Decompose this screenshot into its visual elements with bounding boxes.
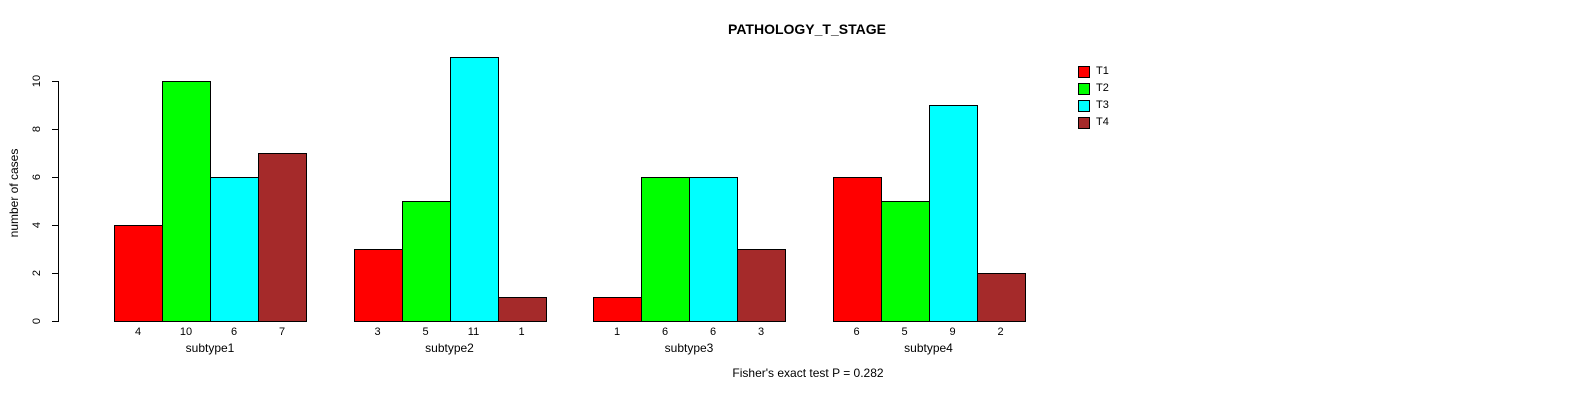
y-tick-label: 4 bbox=[31, 221, 43, 229]
bar-T1-subtype4 bbox=[832, 177, 882, 322]
stats-annotation: Fisher's exact test P = 0.282 bbox=[732, 366, 884, 380]
y-tick-mark bbox=[52, 321, 58, 322]
bar-value-label: 6 bbox=[709, 326, 717, 338]
bar-T4-subtype2 bbox=[497, 297, 547, 322]
y-tick-mark bbox=[52, 177, 58, 178]
y-tick-label: 10 bbox=[31, 74, 43, 88]
bar-T2-subtype1 bbox=[162, 81, 211, 322]
y-tick-label: 0 bbox=[31, 317, 43, 325]
bar-T4-subtype1 bbox=[258, 153, 307, 322]
bar-T3-subtype2 bbox=[449, 57, 499, 322]
legend-swatch-T2 bbox=[1078, 82, 1090, 95]
legend-label: T4 bbox=[1096, 116, 1109, 128]
bar-T2-subtype2 bbox=[401, 201, 451, 322]
y-axis-label: number of cases bbox=[7, 148, 21, 238]
y-tick-label: 6 bbox=[31, 173, 43, 181]
bar-value-label: 1 bbox=[518, 326, 525, 338]
legend-item-T2: T2 bbox=[1078, 80, 1109, 97]
legend-item-T1: T1 bbox=[1078, 63, 1109, 80]
bar-value-label: 5 bbox=[422, 326, 429, 338]
bar-value-label: 5 bbox=[901, 326, 908, 338]
legend-swatch-T3 bbox=[1078, 99, 1090, 112]
bar-value-label: 6 bbox=[661, 326, 669, 338]
bar-value-label: 2 bbox=[997, 326, 1004, 338]
legend: T1 T2 T3 T4 bbox=[1078, 63, 1109, 131]
bar-value-label: 3 bbox=[757, 326, 765, 338]
bar-value-label: 11 bbox=[467, 326, 480, 338]
bar-T3-subtype4 bbox=[928, 105, 978, 322]
y-tick-label: 2 bbox=[31, 269, 43, 277]
y-tick-mark bbox=[52, 273, 58, 274]
category-label-subtype3: subtype3 bbox=[664, 341, 714, 355]
bar-T1-subtype3 bbox=[593, 297, 642, 322]
legend-label: T3 bbox=[1096, 99, 1109, 111]
bar-T4-subtype4 bbox=[976, 273, 1026, 322]
bar-T1-subtype1 bbox=[114, 225, 163, 322]
bar-T4-subtype3 bbox=[737, 249, 786, 322]
legend-label: T2 bbox=[1096, 82, 1109, 94]
y-tick-mark bbox=[52, 225, 58, 226]
bar-T3-subtype1 bbox=[210, 177, 259, 322]
y-tick-label: 8 bbox=[31, 125, 43, 133]
category-label-subtype1: subtype1 bbox=[185, 341, 235, 355]
bar-value-label: 9 bbox=[949, 326, 956, 338]
y-tick-mark bbox=[52, 129, 58, 130]
category-label-subtype2: subtype2 bbox=[425, 341, 474, 355]
bar-T3-subtype3 bbox=[689, 177, 738, 322]
bar-T2-subtype3 bbox=[641, 177, 690, 322]
legend-swatch-T1 bbox=[1078, 65, 1090, 78]
bar-value-label: 1 bbox=[613, 326, 621, 338]
bar-T1-subtype2 bbox=[353, 249, 403, 322]
legend-swatch-T4 bbox=[1078, 116, 1090, 129]
bar-value-label: 6 bbox=[853, 326, 860, 338]
bar-value-label: 10 bbox=[179, 326, 193, 338]
bar-value-label: 3 bbox=[374, 326, 381, 338]
legend-item-T3: T3 bbox=[1078, 97, 1109, 114]
bar-T2-subtype4 bbox=[880, 201, 930, 322]
legend-item-T4: T4 bbox=[1078, 114, 1109, 131]
legend-label: T1 bbox=[1096, 65, 1109, 77]
y-tick-mark bbox=[52, 81, 58, 82]
bar-value-label: 7 bbox=[278, 326, 286, 338]
bar-value-label: 4 bbox=[134, 326, 142, 338]
bar-value-label: 6 bbox=[230, 326, 238, 338]
chart-title: PATHOLOGY_T_STAGE bbox=[728, 21, 886, 37]
y-axis-line bbox=[58, 81, 59, 322]
category-label-subtype4: subtype4 bbox=[904, 341, 953, 355]
